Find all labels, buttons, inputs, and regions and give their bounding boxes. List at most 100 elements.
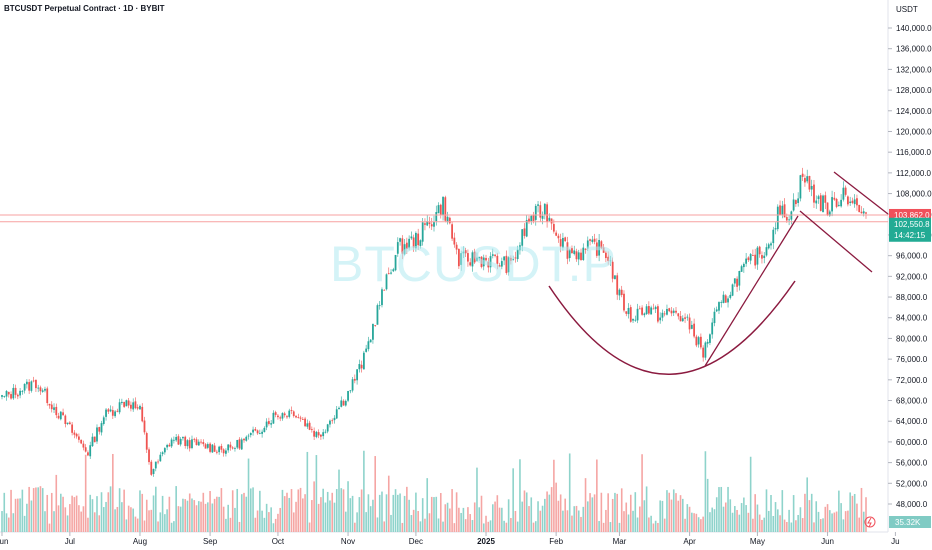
- candle-body: [292, 411, 295, 417]
- candle-body: [629, 307, 632, 322]
- candle-body: [324, 431, 327, 433]
- x-tick-label: Oct: [272, 537, 285, 546]
- volume-bar: [541, 505, 544, 532]
- x-tick-label: Sep: [203, 537, 218, 546]
- volume-bar: [351, 495, 354, 532]
- volume-bar: [862, 511, 865, 532]
- volume-bar: [333, 502, 336, 532]
- candle-body: [159, 454, 162, 462]
- candle-body: [799, 175, 802, 199]
- volume-bar: [767, 510, 770, 532]
- volume-bar: [740, 503, 743, 532]
- candle-body: [595, 242, 598, 256]
- candle-body: [365, 348, 368, 352]
- x-tick-label: 2025: [477, 537, 495, 546]
- volume-bar: [602, 522, 605, 532]
- candle-body: [281, 413, 284, 419]
- volume-bar: [573, 506, 576, 532]
- volume-bar: [731, 512, 734, 532]
- volume-bar: [234, 507, 236, 532]
- candle-body: [372, 323, 374, 340]
- countdown-label: 14:42:15: [894, 231, 926, 240]
- volume-bar: [279, 507, 281, 532]
- volume-bar: [489, 520, 492, 532]
- volume-bar: [397, 494, 399, 532]
- volume-bar: [663, 518, 666, 532]
- candle-body: [310, 429, 313, 430]
- candle-body: [543, 203, 546, 215]
- volume-bar: [860, 487, 863, 532]
- candle-body: [453, 237, 456, 245]
- candle-body: [467, 253, 469, 262]
- volume-bar: [824, 506, 827, 532]
- candle-body: [598, 239, 601, 256]
- volume-bar: [23, 515, 26, 532]
- volume-bar: [806, 477, 808, 532]
- volume-bar: [166, 509, 168, 532]
- candle-body: [145, 433, 148, 450]
- x-tick-label: Mar: [613, 537, 627, 546]
- candle-body: [243, 438, 245, 441]
- candle-body: [736, 278, 738, 287]
- candle-body: [862, 211, 865, 214]
- candle-body: [78, 436, 80, 440]
- candle-body: [315, 431, 318, 438]
- candle-body: [114, 411, 116, 417]
- volume-bar: [629, 494, 632, 532]
- volume-bar: [453, 523, 456, 532]
- volume-bar: [482, 523, 485, 532]
- candle-body: [195, 439, 198, 445]
- volume-bar: [30, 500, 33, 532]
- candle-body: [91, 436, 94, 447]
- candle-body: [519, 245, 521, 251]
- candle-body: [12, 387, 15, 399]
- volume-bar: [471, 520, 474, 532]
- volume-bar: [66, 515, 69, 532]
- x-tick-label: Aug: [133, 537, 147, 546]
- volume-bar: [650, 515, 652, 532]
- candle-body: [277, 415, 279, 418]
- price-tag-red-label: 103,862.0: [894, 211, 930, 220]
- candle-body: [53, 407, 55, 410]
- candle-body: [473, 251, 476, 263]
- candle-body: [270, 423, 273, 425]
- volume-bar: [779, 515, 781, 532]
- candle-body: [507, 257, 510, 273]
- volume-bar: [10, 489, 12, 532]
- candle-body: [647, 306, 650, 314]
- volume-bar: [78, 505, 80, 532]
- volume-bar: [844, 511, 847, 532]
- candle-body: [161, 452, 164, 455]
- candle-body: [819, 195, 822, 211]
- volume-bar: [747, 512, 750, 532]
- candle-body: [369, 339, 372, 343]
- candle-body: [168, 444, 171, 447]
- channel-upper-line: [833, 171, 889, 215]
- volume-bar: [127, 505, 130, 532]
- candle-body: [193, 438, 196, 440]
- candle-body: [471, 252, 474, 267]
- volume-bar: [317, 503, 320, 532]
- volume-bar: [709, 512, 711, 532]
- candle-body: [571, 248, 573, 254]
- x-tick-label: Dec: [409, 537, 423, 546]
- volume-bar: [462, 507, 465, 532]
- chart-title: BTCUSDT Perpetual Contract · 1D · BYBIT: [4, 4, 165, 13]
- y-tick-label: 60,000.0: [896, 438, 928, 447]
- volume-bar: [381, 491, 383, 532]
- volume-bar: [392, 494, 395, 532]
- candle-body: [593, 238, 596, 242]
- volume-bar: [555, 482, 557, 532]
- volume-bar: [62, 496, 64, 532]
- candle-body: [713, 311, 716, 324]
- volume-bar: [394, 489, 397, 532]
- x-tick-label: May: [750, 537, 765, 546]
- volume-bar: [299, 487, 302, 532]
- candle-body: [50, 404, 53, 410]
- volume-bar: [480, 495, 483, 532]
- volume-bar: [507, 499, 510, 532]
- candle-body: [763, 255, 766, 258]
- volume-bar: [387, 475, 390, 532]
- volume-bar: [247, 458, 250, 532]
